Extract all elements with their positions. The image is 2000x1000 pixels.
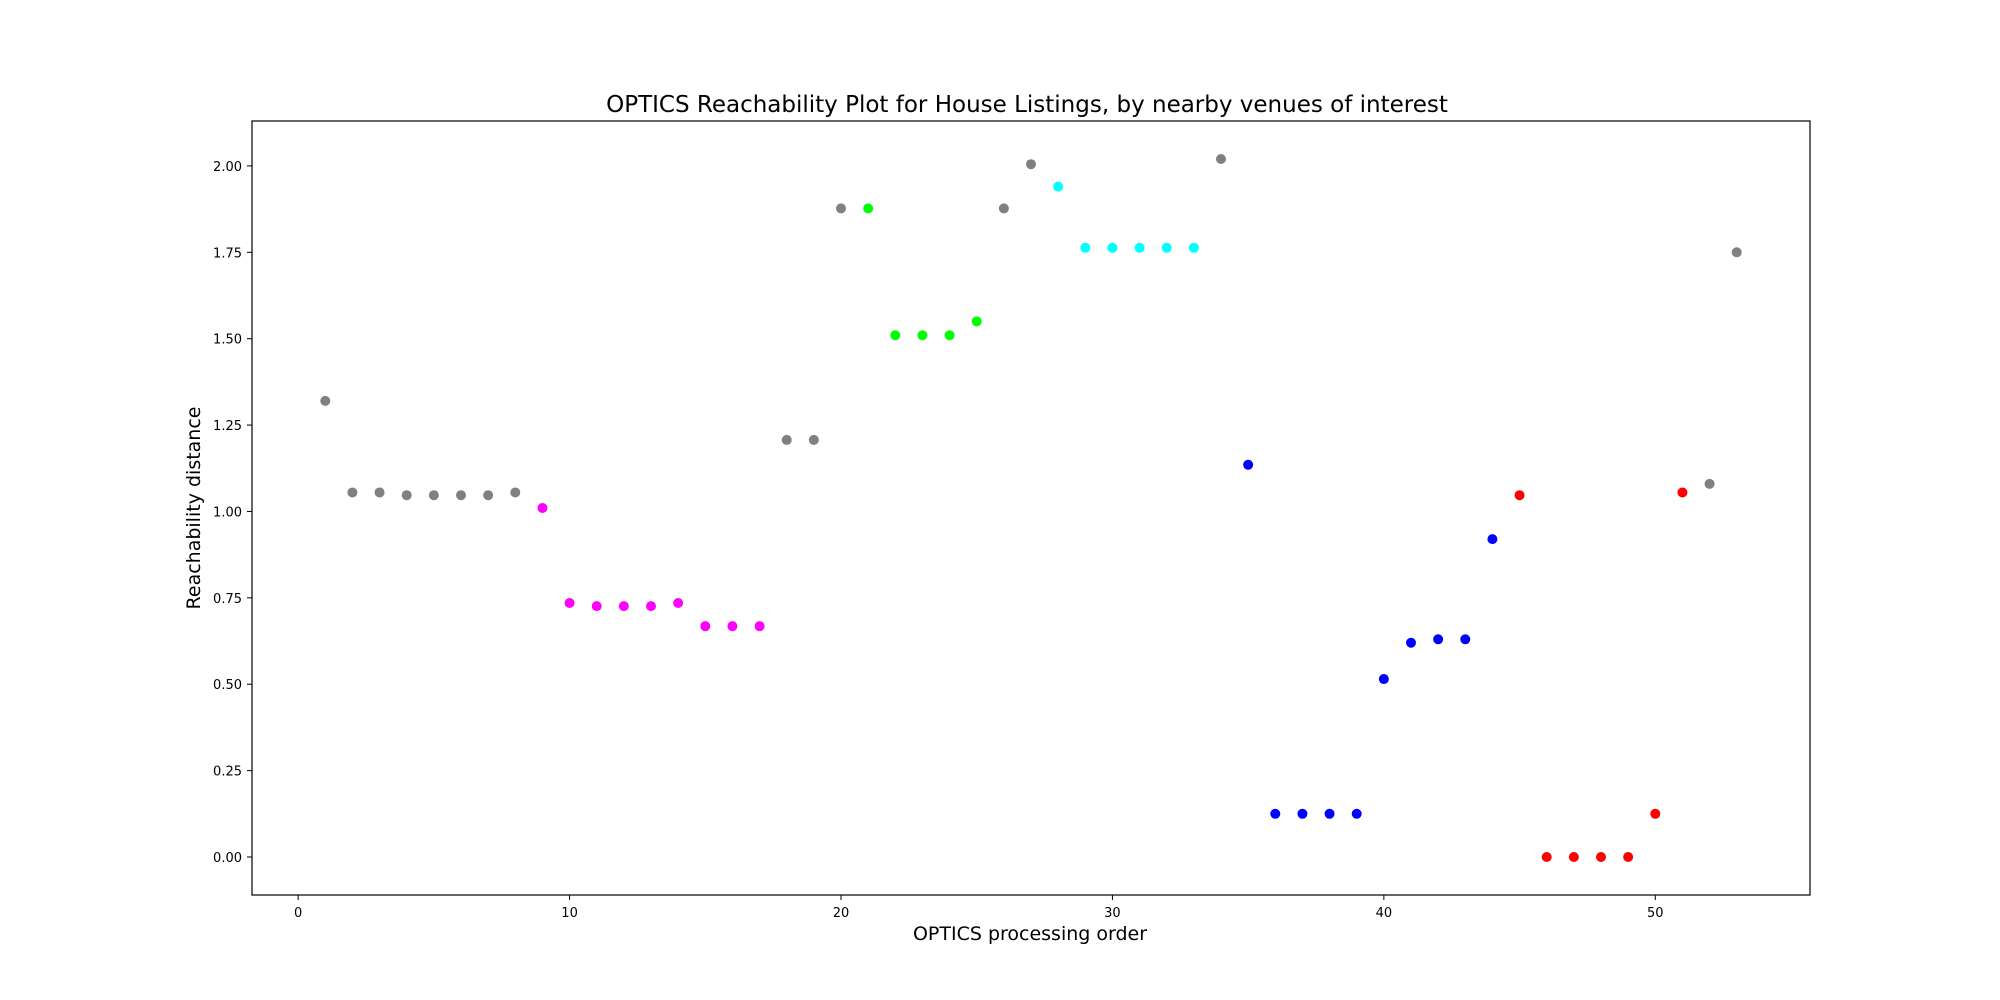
x-tick-label: 20	[833, 906, 850, 921]
x-tick-label: 30	[1104, 906, 1121, 921]
chart-title: OPTICS Reachability Plot for House Listi…	[606, 92, 1448, 118]
data-point	[1216, 154, 1226, 165]
data-point	[1188, 242, 1199, 253]
data-point	[863, 203, 874, 214]
data-point	[1704, 478, 1715, 489]
data-point	[320, 395, 331, 406]
data-point	[998, 203, 1009, 214]
data-point	[1596, 851, 1606, 862]
data-point	[1080, 242, 1091, 253]
y-tick-label: 0.00	[213, 851, 242, 866]
data-point	[727, 621, 738, 632]
y-tick-label: 0.25	[213, 765, 242, 780]
data-point	[1460, 634, 1471, 645]
x-axis-ticks: 0 10 20 30 40 50	[294, 895, 1664, 921]
data-point	[917, 330, 928, 341]
data-point	[808, 434, 819, 445]
x-tick-label: 40	[1376, 906, 1393, 921]
y-tick-label: 2.00	[213, 160, 242, 175]
y-tick-label: 1.25	[213, 419, 242, 434]
data-point	[1161, 242, 1172, 253]
data-point	[564, 598, 575, 609]
x-axis-label: OPTICS processing order	[913, 923, 1147, 945]
data-point	[971, 316, 982, 327]
data-point	[537, 503, 548, 513]
data-point	[401, 490, 412, 501]
data-point	[1514, 490, 1525, 501]
y-tick-label: 0.50	[213, 678, 242, 693]
data-point	[1650, 808, 1661, 819]
data-point	[1026, 159, 1036, 170]
data-point	[673, 598, 684, 609]
data-point	[1677, 487, 1688, 498]
data-point	[1053, 181, 1064, 192]
data-point	[374, 487, 385, 498]
y-tick-label: 1.50	[213, 333, 242, 348]
data-point	[1134, 242, 1145, 253]
data-point	[890, 330, 901, 341]
data-point	[591, 601, 602, 612]
y-tick-label: 1.75	[213, 246, 242, 261]
data-point	[618, 601, 629, 612]
x-tick-label: 50	[1647, 906, 1664, 921]
data-point	[1623, 851, 1634, 862]
data-point	[510, 487, 521, 498]
data-point	[347, 487, 358, 498]
data-point	[1378, 674, 1389, 685]
data-point	[700, 621, 711, 632]
data-point	[1568, 851, 1579, 862]
y-axis-label: Reachability distance	[183, 407, 205, 610]
data-point	[781, 434, 792, 445]
data-point	[754, 621, 765, 632]
y-axis-ticks: 0.00 0.25 0.50 0.75 1.00 1.25 1.50 1.75 2.00	[213, 160, 252, 866]
data-point	[1297, 808, 1308, 819]
data-point	[1487, 534, 1498, 545]
y-tick-label: 0.75	[213, 592, 242, 607]
data-point	[944, 330, 955, 341]
data-point	[1107, 242, 1118, 253]
data-points	[320, 154, 1742, 862]
data-point	[456, 490, 466, 501]
data-point	[1541, 851, 1552, 862]
plot-area-frame	[251, 120, 1811, 896]
data-point	[1324, 808, 1335, 819]
data-point	[428, 490, 439, 501]
data-point	[1433, 634, 1444, 645]
data-point	[646, 601, 656, 612]
x-tick-label: 10	[561, 906, 578, 921]
x-tick-label: 0	[294, 906, 302, 921]
data-point	[1731, 247, 1742, 258]
data-point	[1270, 808, 1281, 819]
data-point	[483, 490, 494, 501]
data-point	[1406, 637, 1416, 648]
data-point	[836, 203, 846, 214]
data-point	[1243, 459, 1254, 470]
data-point	[1351, 808, 1362, 819]
y-tick-label: 1.00	[213, 505, 242, 520]
